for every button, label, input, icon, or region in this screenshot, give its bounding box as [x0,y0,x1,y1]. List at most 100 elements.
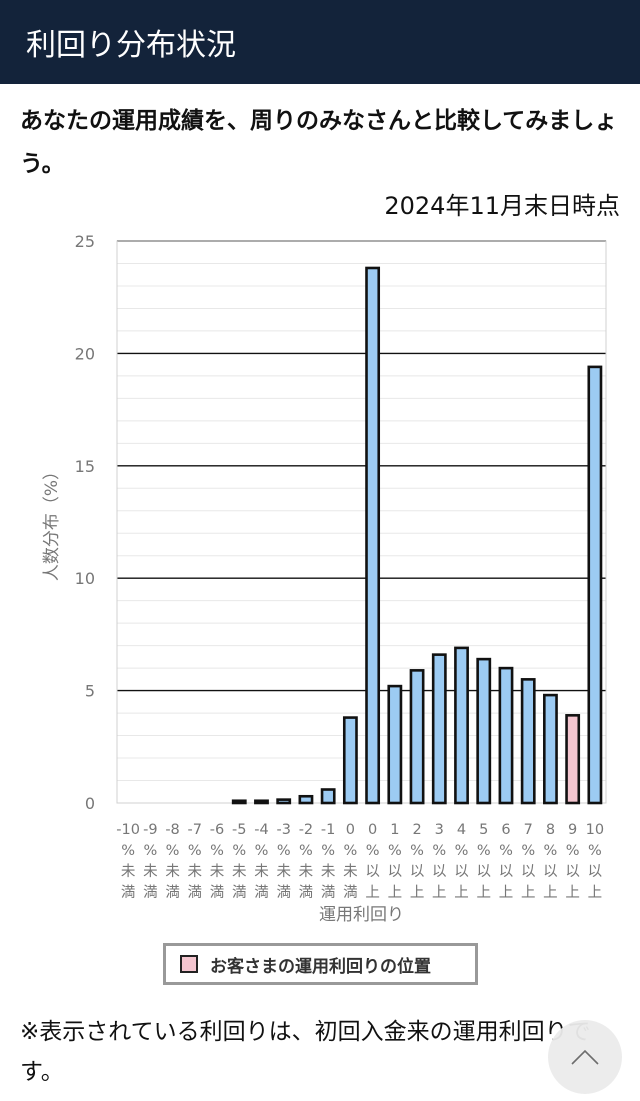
x-tick-label: 満 [210,884,225,901]
x-tick-label: % [343,843,357,859]
x-tick-label: % [432,843,446,859]
bar [543,693,558,805]
bar [476,657,492,805]
x-tick-label: 9 [568,822,577,838]
page-header: 利回り分布状況 [0,0,640,84]
x-tick-label: 5 [479,822,488,838]
x-tick-label: 上 [454,884,469,901]
bar [520,678,536,805]
x-tick-label: 上 [388,884,403,901]
x-tick-label: % [321,843,335,859]
x-tick-label: % [455,843,469,859]
x-tick-label: 以 [499,864,514,880]
x-tick-label: -10 [116,822,140,838]
x-tick-label: 満 [188,884,203,901]
y-tick-label: 15 [75,457,95,476]
bar [320,788,336,805]
x-tick-label: -3 [276,822,290,838]
y-tick-label: 25 [75,232,95,251]
x-axis-title: 運用利回り [319,905,404,925]
x-tick-label: 0 [346,822,355,838]
plot-border [116,240,607,804]
x-tick-label: % [366,843,380,859]
x-tick-label: 以 [365,864,380,880]
x-tick-label: 上 [432,884,447,901]
x-tick-label: 上 [499,884,514,901]
bar [454,646,469,805]
x-tick-label: % [299,843,313,859]
x-tick-label: -4 [254,822,268,838]
x-tick-label: 上 [521,884,536,901]
x-tick-label: 0 [368,822,377,838]
bar [254,799,269,805]
x-tick-label: 満 [232,884,247,901]
x-tick-label: % [588,843,602,859]
x-tick-label: 以 [521,864,536,880]
x-tick-label: 満 [343,884,358,901]
x-tick-label: -5 [232,822,246,838]
x-tick-label: 未 [121,863,136,880]
x-tick-label: 以 [565,864,580,880]
x-tick-label: 以 [477,864,492,880]
x-tick-label: 未 [276,863,291,880]
x-tick-label: 満 [121,884,136,901]
x-tick-label: 以 [454,864,469,880]
footnote: ※表示されている利回りは、初回入金来の運用利回りです。 [20,1019,591,1085]
x-tick-label: 以 [410,864,425,880]
chevron-up-icon [571,1049,599,1065]
x-tick-label: % [410,843,424,859]
bar [565,714,581,805]
x-tick-label: 満 [276,884,291,901]
x-tick-label: % [477,843,491,859]
bar [587,365,603,805]
x-tick-label: % [232,843,246,859]
x-tick-label: 未 [165,863,180,880]
x-tick-label: % [210,843,224,859]
x-tick-label: % [566,843,580,859]
y-tick-label: 5 [85,682,95,701]
x-tick-label: 上 [365,884,380,901]
x-tick-label: 以 [543,864,558,880]
x-tick-label: 未 [254,863,269,880]
x-tick-label: -9 [143,822,157,838]
x-tick-label: 未 [299,863,314,880]
x-tick-label: % [166,843,180,859]
as-of-date: 2024年11月末日時点 [384,192,620,220]
x-tick-label: 上 [588,884,603,901]
x-tick-label: 7 [524,822,533,838]
x-tick-label: 10 [586,822,604,838]
legend-label: お客さまの運用利回りの位置 [210,956,431,977]
x-tick-label: % [277,843,291,859]
x-tick-label: 3 [435,822,444,838]
bar [409,669,425,805]
bar [431,653,447,805]
x-tick-label: 1 [390,822,399,838]
bar [365,266,381,805]
x-tick-label: 上 [565,884,580,901]
page-title: 利回り分布状況 [26,28,236,63]
x-tick-label: % [388,843,402,859]
x-tick-label: % [521,843,535,859]
x-tick-label: -1 [321,822,335,838]
scroll-to-top-button[interactable] [548,1020,622,1094]
x-tick-label: 満 [143,884,158,901]
x-tick-label: 上 [543,884,558,901]
x-tick-label: -7 [188,822,202,838]
x-tick-label: % [499,843,513,859]
x-tick-label: 未 [188,863,203,880]
x-tick-label: 満 [321,884,336,901]
x-tick-label: % [121,843,135,859]
bar [342,716,358,805]
x-tick-label: -6 [210,822,224,838]
x-tick-label: % [188,843,202,859]
bar [231,799,247,805]
x-tick-label: 満 [299,884,314,901]
x-tick-label: 未 [321,863,336,880]
x-tick-label: 上 [410,884,425,901]
x-tick-label: 2 [412,822,421,838]
x-tick-label: -8 [165,822,179,838]
y-axis-title: 人数分布（%） [42,463,62,581]
x-tick-label: 未 [143,863,158,880]
x-tick-label: % [143,843,157,859]
y-tick-label: 10 [75,569,95,588]
